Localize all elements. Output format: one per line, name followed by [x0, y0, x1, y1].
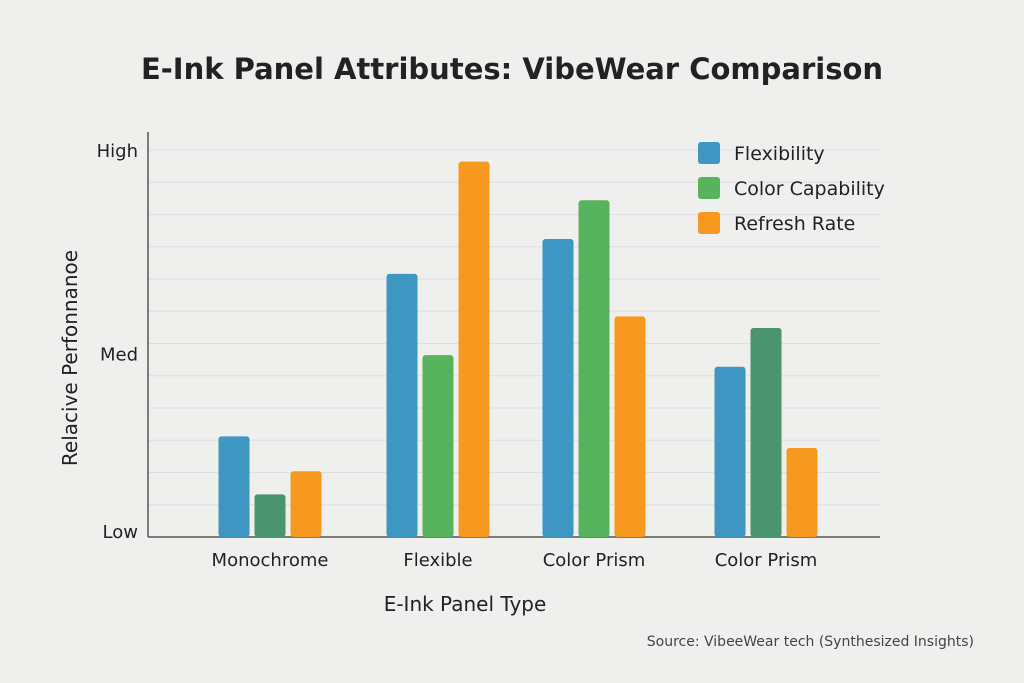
- bar-refresh-rate: [614, 316, 646, 537]
- legend-label: Flexibility: [734, 143, 825, 165]
- y-tick-label: Med: [100, 345, 138, 366]
- legend-label: Refresh Rate: [734, 213, 855, 235]
- legend-label: Color Capability: [734, 178, 885, 200]
- legend-swatch: [698, 142, 720, 164]
- bar-refresh-rate: [458, 161, 490, 538]
- source-note: Source: VibeeWear tech (Synthesized Insi…: [646, 634, 974, 650]
- bar-color-capability: [750, 328, 782, 537]
- bar-color-capability: [254, 494, 286, 537]
- legend-swatch: [698, 212, 720, 234]
- x-tick-label: Color Prism: [543, 550, 646, 571]
- bar-flexibility: [386, 273, 418, 537]
- x-tick-label: Monochrome: [212, 550, 329, 571]
- bar-color-capability: [578, 200, 610, 537]
- legend-swatch: [698, 177, 720, 199]
- y-tick-label: High: [97, 141, 138, 162]
- bar-flexibility: [714, 366, 746, 537]
- y-axis-label: Relacive Perfonnanoe: [58, 250, 82, 466]
- x-axis-label: E-Ink Panel Type: [384, 592, 547, 616]
- x-tick-label: Color Prism: [715, 550, 818, 571]
- bar-flexibility: [542, 239, 574, 537]
- y-tick-label: Low: [103, 522, 138, 543]
- chart-title: E-Ink Panel Attributes: VibeWear Compari…: [140, 52, 884, 86]
- bar-refresh-rate: [786, 447, 818, 537]
- bar-color-capability: [422, 355, 454, 537]
- bar-refresh-rate: [290, 471, 322, 537]
- bar-flexibility: [218, 436, 250, 537]
- x-tick-label: Flexible: [403, 550, 472, 571]
